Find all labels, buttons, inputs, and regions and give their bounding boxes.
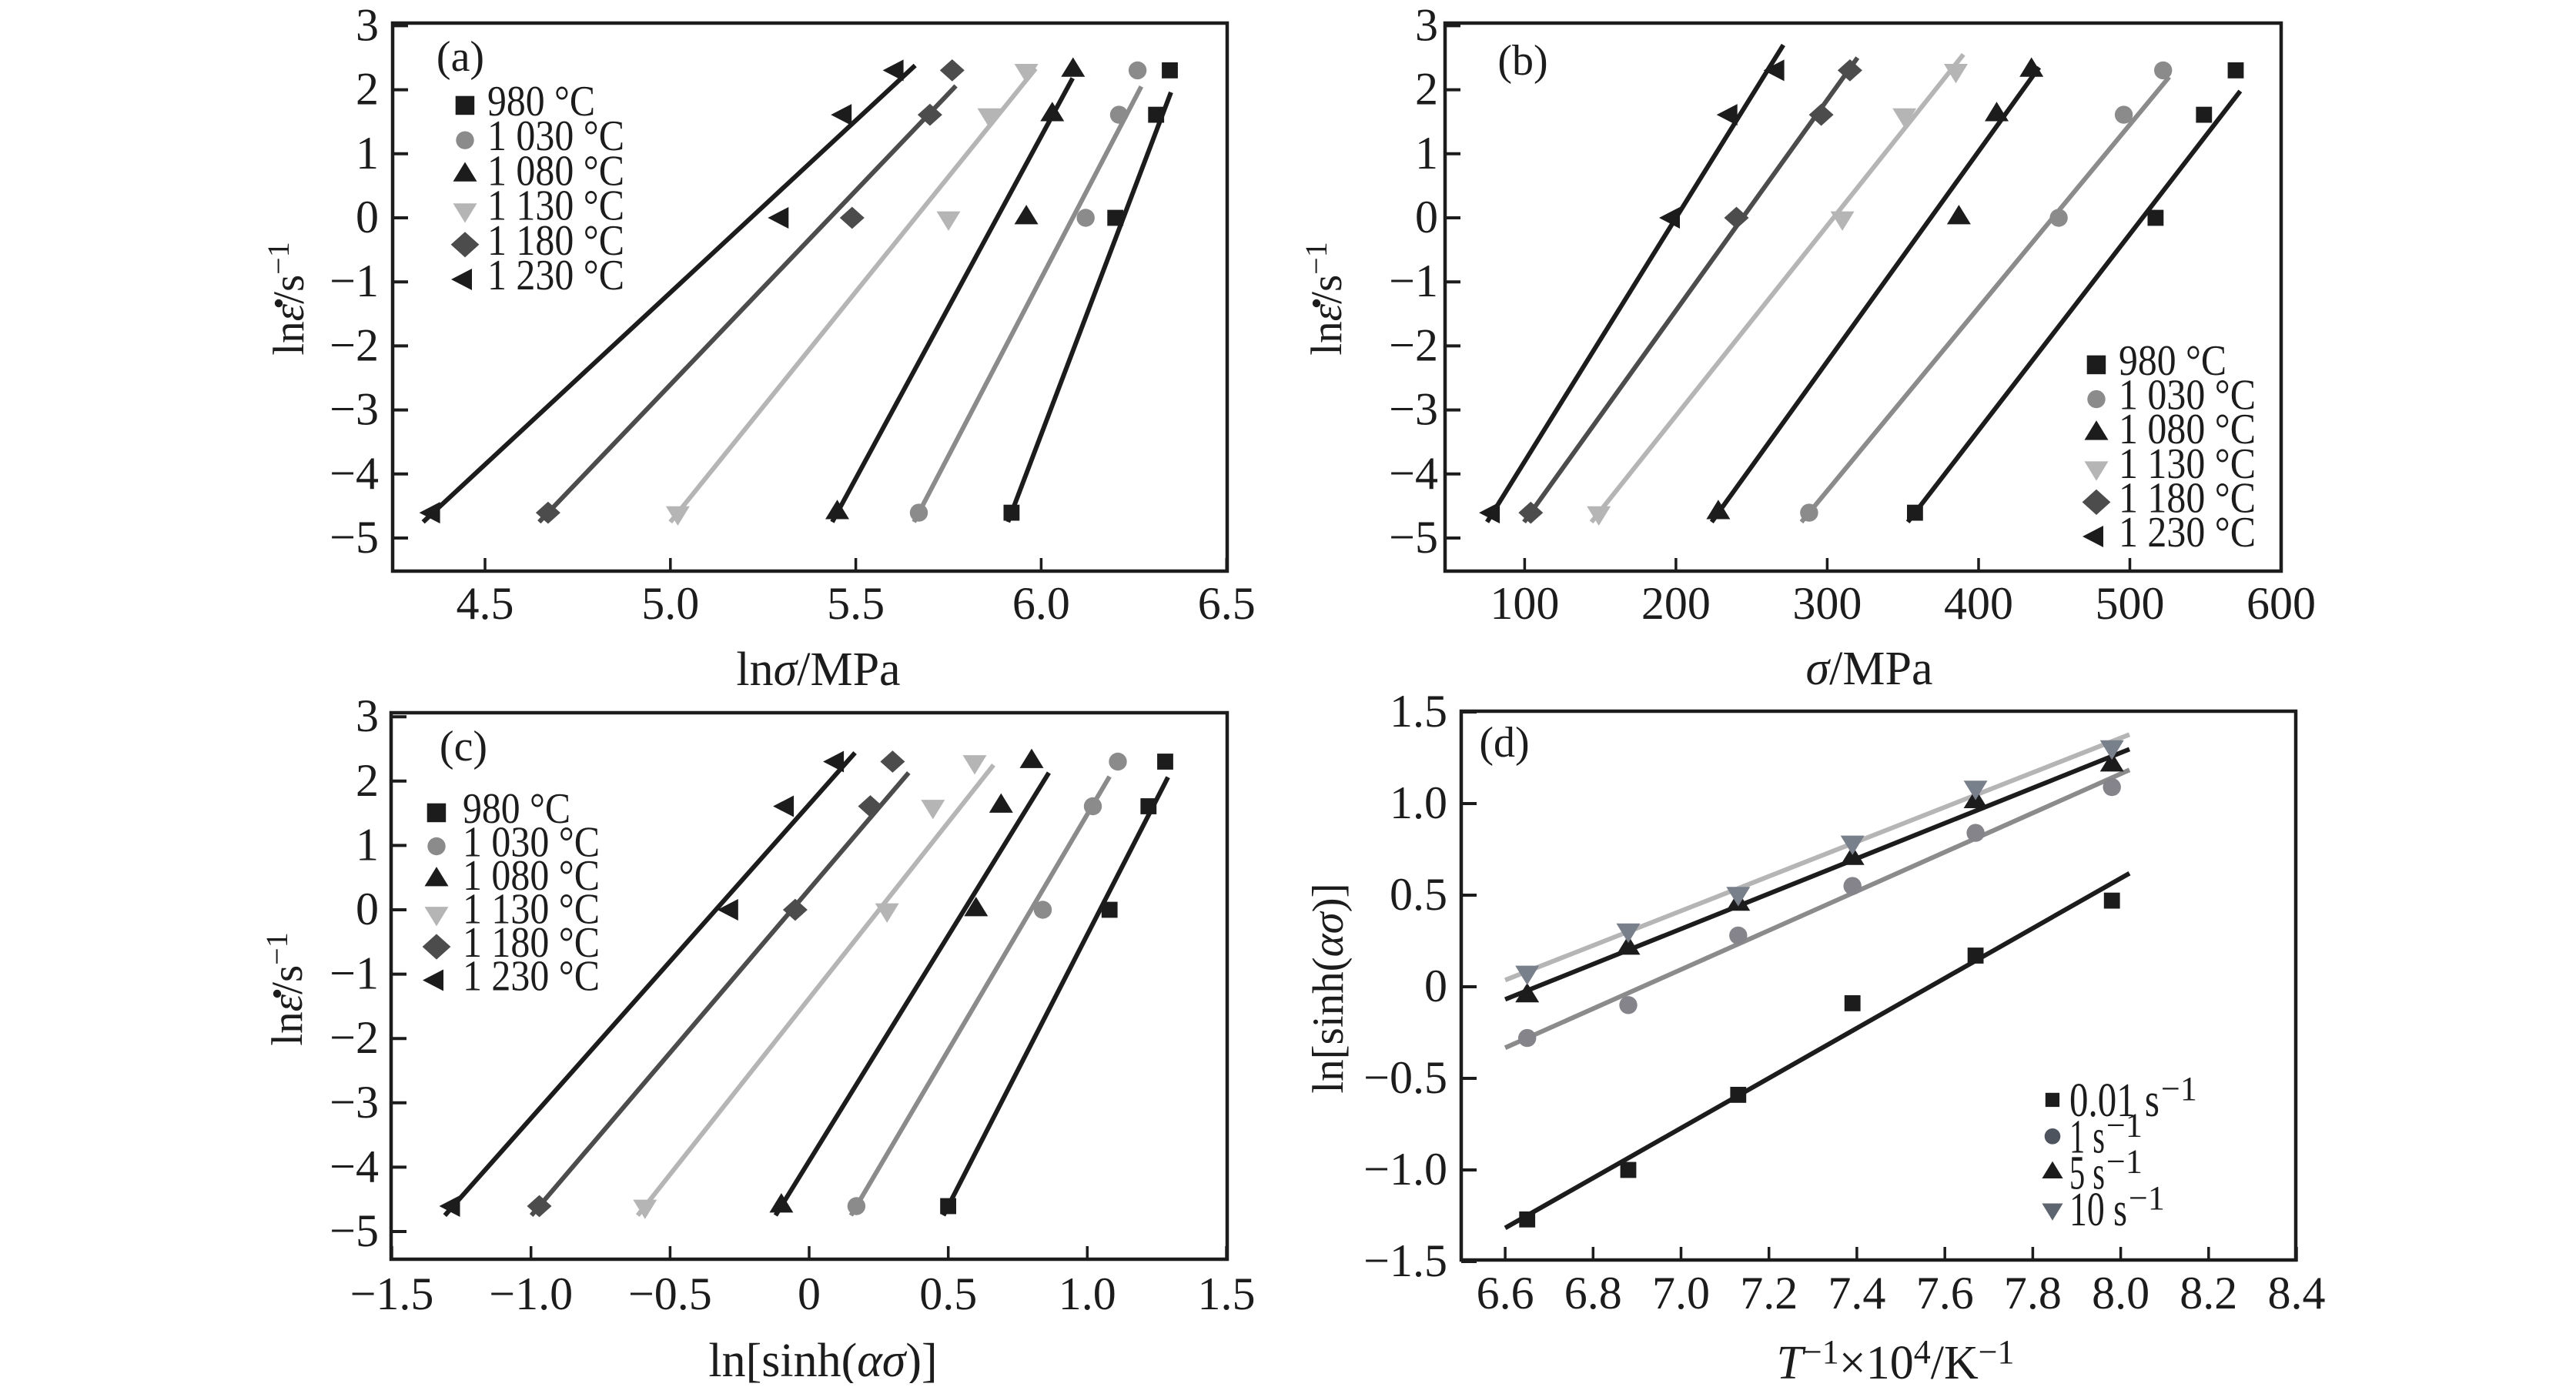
svg-text:1 030 °C: 1 030 °C: [487, 112, 624, 160]
svg-text:1 230 °C: 1 230 °C: [487, 252, 624, 299]
svg-text:1: 1: [356, 819, 379, 870]
svg-text:ln[sinh(ασ)]: ln[sinh(ασ)]: [1304, 883, 1353, 1093]
svg-text:−1: −1: [2106, 1106, 2143, 1144]
svg-text:lnσ/MPa: lnσ/MPa: [736, 643, 900, 696]
svg-text:0: 0: [798, 1268, 821, 1319]
svg-text:7.4: 7.4: [1828, 1268, 1885, 1318]
svg-text:−5: −5: [1389, 512, 1438, 563]
svg-text:σ/MPa: σ/MPa: [1806, 643, 1933, 695]
svg-text:−2: −2: [330, 319, 379, 370]
svg-text:980 °C: 980 °C: [463, 785, 570, 833]
svg-text:8.4: 8.4: [2268, 1268, 2326, 1318]
svg-text:1 180 °C: 1 180 °C: [2119, 474, 2256, 522]
svg-text:−3: −3: [330, 384, 379, 435]
svg-text:−3: −3: [1389, 384, 1438, 435]
svg-text:5.5: 5.5: [827, 578, 885, 629]
svg-text:T−1×104/K−1: T−1×104/K−1: [1776, 1333, 2014, 1383]
svg-text:1 180 °C: 1 180 °C: [463, 919, 600, 967]
svg-text:0.5: 0.5: [919, 1268, 977, 1319]
svg-text:1 230 °C: 1 230 °C: [2119, 509, 2256, 556]
svg-text:−5: −5: [330, 512, 379, 563]
svg-text:6.0: 6.0: [1012, 578, 1070, 629]
svg-text:980 °C: 980 °C: [487, 78, 595, 125]
svg-text:0.01 s: 0.01 s: [2069, 1075, 2159, 1127]
svg-text:1 130 °C: 1 130 °C: [463, 886, 600, 934]
svg-text:2: 2: [356, 64, 379, 115]
svg-text:1 080 °C: 1 080 °C: [487, 147, 624, 195]
svg-text:0: 0: [1424, 961, 1447, 1011]
svg-text:1 s: 1 s: [2069, 1111, 2105, 1163]
svg-text:1 080 °C: 1 080 °C: [463, 852, 600, 900]
svg-text:1.5: 1.5: [1198, 1268, 1256, 1319]
svg-text:200: 200: [1641, 578, 1711, 629]
svg-text:3: 3: [356, 690, 379, 741]
svg-text:−1: −1: [330, 948, 379, 999]
svg-text:1: 1: [356, 128, 379, 179]
svg-text:1 130 °C: 1 130 °C: [2119, 440, 2256, 488]
svg-text:−1: −1: [2106, 1143, 2143, 1181]
svg-text:0: 0: [1415, 192, 1438, 242]
svg-text:1 130 °C: 1 130 °C: [487, 182, 624, 230]
svg-text:6.5: 6.5: [1198, 578, 1256, 629]
svg-text:(a): (a): [437, 33, 484, 81]
svg-text:−0.5: −0.5: [628, 1268, 712, 1319]
svg-text:−1: −1: [2129, 1179, 2165, 1217]
svg-text:500: 500: [2096, 578, 2165, 629]
svg-text:7.6: 7.6: [1916, 1268, 1974, 1318]
svg-text:−1: −1: [2161, 1070, 2197, 1108]
svg-text:5.0: 5.0: [641, 578, 699, 629]
svg-text:6.8: 6.8: [1564, 1268, 1622, 1318]
svg-text:5 s: 5 s: [2069, 1148, 2105, 1200]
svg-text:980 °C: 980 °C: [2119, 337, 2226, 385]
svg-text:lnε/s−1: lnε/s−1: [259, 932, 312, 1045]
svg-text:(b): (b): [1497, 37, 1547, 85]
svg-text:1 030 °C: 1 030 °C: [2119, 372, 2256, 419]
svg-text:8.2: 8.2: [2180, 1268, 2237, 1318]
svg-text:−0.5: −0.5: [1363, 1052, 1447, 1103]
svg-text:1.0: 1.0: [1390, 777, 1447, 828]
svg-text:600: 600: [2246, 578, 2316, 629]
svg-text:300: 300: [1792, 578, 1862, 629]
svg-text:−1.0: −1.0: [1363, 1144, 1447, 1195]
svg-text:−2: −2: [1389, 319, 1438, 370]
svg-text:1.0: 1.0: [1059, 1268, 1116, 1319]
svg-text:−1.0: −1.0: [489, 1268, 573, 1319]
svg-text:400: 400: [1944, 578, 2013, 629]
svg-text:lnε/s−1: lnε/s−1: [261, 242, 313, 355]
svg-text:6.6: 6.6: [1477, 1268, 1534, 1318]
svg-text:−2: −2: [330, 1012, 379, 1063]
svg-text:1 030 °C: 1 030 °C: [463, 819, 600, 867]
svg-text:4.5: 4.5: [457, 578, 514, 629]
svg-text:8.0: 8.0: [2092, 1268, 2149, 1318]
svg-text:−4: −4: [330, 1141, 379, 1191]
svg-text:−1.5: −1.5: [350, 1268, 434, 1319]
svg-text:2: 2: [1415, 64, 1438, 115]
svg-text:−1: −1: [1389, 256, 1438, 306]
svg-text:0: 0: [356, 192, 379, 242]
svg-text:0: 0: [356, 884, 379, 934]
svg-text:10 s: 10 s: [2069, 1184, 2127, 1236]
svg-text:−1.5: −1.5: [1363, 1235, 1447, 1286]
svg-text:−1: −1: [330, 256, 379, 306]
svg-text:1 180 °C: 1 180 °C: [487, 217, 624, 265]
svg-text:ln[sinh(ασ)]: ln[sinh(ασ)]: [708, 1335, 937, 1383]
svg-text:3: 3: [1415, 0, 1438, 50]
svg-text:7.2: 7.2: [1740, 1268, 1798, 1318]
svg-text:(d): (d): [1479, 719, 1529, 767]
svg-text:100: 100: [1490, 578, 1559, 629]
svg-text:−3: −3: [330, 1077, 379, 1128]
svg-text:0.5: 0.5: [1390, 869, 1447, 920]
svg-text:3: 3: [356, 0, 379, 50]
svg-text:1 080 °C: 1 080 °C: [2119, 406, 2256, 453]
svg-text:2: 2: [356, 755, 379, 806]
svg-text:(c): (c): [440, 723, 487, 770]
svg-text:−5: −5: [330, 1205, 379, 1256]
svg-text:1.5: 1.5: [1390, 686, 1447, 737]
svg-text:−4: −4: [1389, 448, 1438, 499]
svg-text:7.8: 7.8: [2004, 1268, 2062, 1318]
svg-text:7.0: 7.0: [1652, 1268, 1710, 1318]
svg-text:1: 1: [1415, 128, 1438, 179]
svg-text:1 230 °C: 1 230 °C: [463, 953, 600, 1001]
svg-text:−4: −4: [330, 448, 379, 499]
